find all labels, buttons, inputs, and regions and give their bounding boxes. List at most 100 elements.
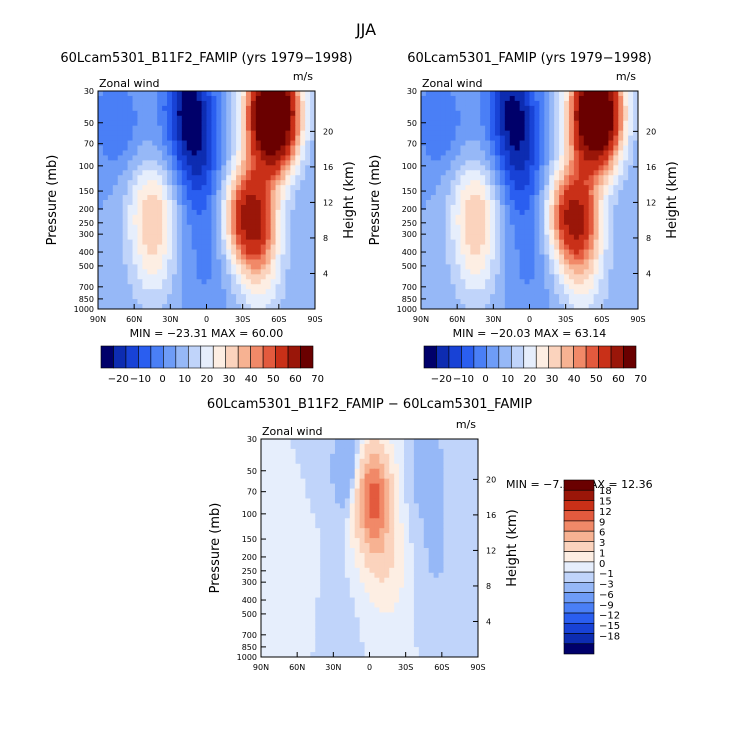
field-cell [524, 279, 531, 285]
field-cell [583, 244, 590, 251]
field-cell [255, 140, 262, 147]
field-cell [534, 234, 540, 241]
field-cell [171, 274, 178, 280]
field-cell [568, 105, 575, 112]
field-cell [201, 209, 208, 216]
field-cell [196, 185, 203, 191]
field-cell [221, 219, 227, 226]
field-cell [330, 533, 336, 539]
field-cell [300, 259, 306, 265]
field-cell [280, 135, 287, 142]
field-cell [260, 105, 267, 112]
field-cell [460, 244, 466, 251]
field-cell [598, 145, 605, 152]
field-cell [295, 493, 302, 500]
field-cell [440, 234, 447, 241]
field-cell [470, 224, 476, 231]
field-cell [261, 483, 267, 490]
field-cell [549, 284, 555, 290]
field-cell [433, 498, 440, 504]
field-cell [226, 204, 232, 211]
field-cell [455, 204, 462, 211]
field-cell [468, 453, 474, 460]
field-cell [112, 135, 119, 142]
field-cell [369, 523, 376, 529]
field-cell [389, 483, 395, 490]
field-cell [162, 180, 168, 186]
field-cell [633, 304, 638, 309]
field-cell [176, 239, 183, 246]
field-cell [460, 165, 466, 171]
field-cell [226, 195, 232, 201]
field-cell [295, 513, 302, 519]
field-cell [285, 95, 291, 102]
field-cell [270, 120, 277, 127]
field-cell [445, 269, 452, 275]
field-cell [241, 299, 247, 305]
field-cell [475, 279, 481, 285]
field-cell [171, 155, 178, 161]
field-cell [255, 180, 262, 186]
field-cell [260, 185, 267, 191]
field-cell [127, 165, 134, 171]
field-cell [440, 185, 447, 191]
field-cell [255, 224, 262, 231]
field-cell [127, 204, 134, 211]
field-cell [369, 543, 376, 549]
field-cell [485, 160, 491, 166]
field-cell [633, 289, 638, 295]
field-cell [490, 175, 496, 181]
field-cell [588, 165, 595, 171]
field-cell [578, 160, 585, 166]
field-cell [564, 304, 570, 309]
field-cell [485, 254, 491, 261]
field-cell [608, 110, 614, 117]
field-cell [554, 244, 560, 251]
field-cell [613, 269, 619, 275]
field-cell [270, 543, 277, 549]
field-cell [107, 200, 114, 206]
field-cell [384, 473, 390, 480]
field-cell [440, 274, 447, 280]
field-cell [425, 125, 432, 132]
field-cell [578, 150, 585, 156]
field-cell [504, 214, 511, 221]
field-cell [499, 180, 506, 186]
field-cell [171, 259, 178, 265]
field-cell [290, 274, 296, 280]
field-cell [613, 249, 619, 256]
field-cell [524, 195, 531, 201]
field-cell [186, 91, 193, 97]
field-cell [265, 105, 272, 112]
field-cell [117, 110, 124, 117]
field-cell [524, 120, 531, 127]
field-cell [236, 284, 242, 290]
field-cell [354, 528, 361, 534]
field-cell [529, 130, 536, 137]
field-cell [142, 100, 148, 107]
field-cell [578, 185, 585, 191]
field-cell [364, 543, 371, 549]
field-cell [270, 91, 277, 97]
field-cell [201, 274, 208, 280]
field-cell [534, 200, 540, 206]
field-cell [186, 190, 193, 196]
field-cell [598, 110, 605, 117]
field-cell [593, 140, 600, 147]
y-tick-label: 30 [407, 87, 417, 96]
field-cell [167, 274, 173, 280]
field-cell [330, 473, 336, 480]
field-cell [583, 140, 590, 147]
field-cell [544, 110, 550, 117]
field-cell [250, 165, 257, 171]
field-cell [102, 105, 109, 112]
field-cell [285, 185, 291, 191]
field-cell [260, 165, 267, 171]
field-cell [112, 105, 119, 112]
field-cell [389, 503, 395, 509]
field-cell [270, 219, 277, 226]
field-cell [231, 200, 237, 206]
field-cell [359, 473, 366, 480]
field-cell [418, 518, 425, 524]
field-cell [440, 269, 447, 275]
